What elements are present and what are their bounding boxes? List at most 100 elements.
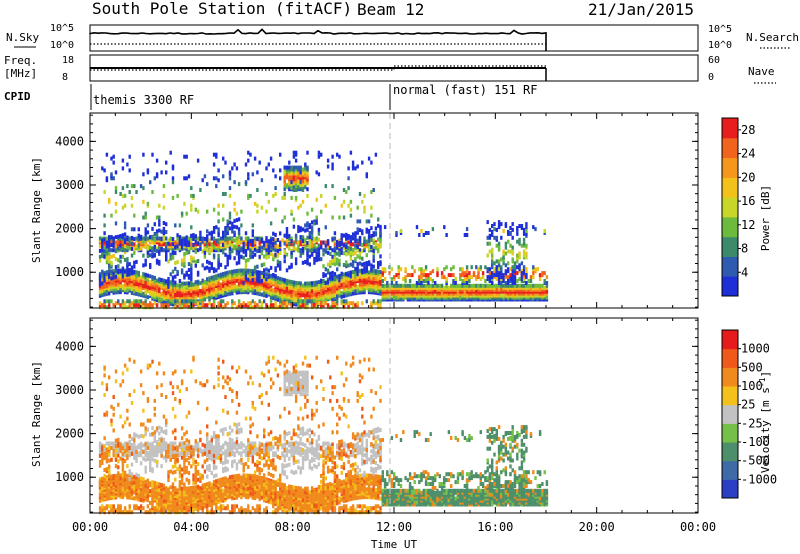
heatmap-cell — [338, 238, 341, 243]
heatmap-cell — [121, 443, 125, 448]
heatmap-cell — [317, 150, 321, 155]
heatmap-cell — [123, 238, 127, 243]
heatmap-cell — [231, 249, 234, 254]
heatmap-cell — [258, 160, 261, 165]
heatmap-cell — [114, 268, 118, 273]
heatmap-cell — [217, 242, 220, 247]
heatmap-cell — [304, 303, 307, 308]
heatmap-cell — [317, 247, 321, 252]
heatmap-cell — [192, 299, 195, 304]
heatmap-cell — [283, 187, 286, 192]
heatmap-cell — [196, 259, 200, 263]
heatmap-cell — [215, 242, 218, 247]
heatmap-cell — [210, 246, 213, 251]
heatmap-cell — [465, 233, 469, 237]
heatmap-cell — [158, 218, 161, 223]
heatmap-cell — [306, 299, 309, 304]
heatmap-cell — [215, 176, 218, 181]
heatmap-cell — [146, 510, 150, 515]
heatmap-cell — [329, 305, 332, 310]
heatmap-cell — [338, 289, 341, 294]
heatmap-cell — [153, 445, 156, 450]
heatmap-cell — [411, 273, 414, 278]
heatmap-cell — [149, 274, 152, 279]
heatmap-cell — [176, 270, 179, 274]
heatmap-cell — [509, 277, 512, 281]
heatmap-cell — [395, 273, 398, 278]
heatmap-cell — [507, 261, 510, 266]
heatmap-cell — [126, 242, 129, 247]
heatmap-cell — [103, 254, 106, 259]
heatmap-cell — [146, 236, 150, 241]
heatmap-cell — [101, 273, 104, 278]
heatmap-cell — [194, 299, 197, 304]
heatmap-cell — [297, 225, 300, 230]
heatmap-cell — [306, 248, 309, 253]
heatmap-cell — [121, 158, 125, 163]
heatmap-cell — [219, 294, 223, 299]
heatmap-cell — [98, 258, 102, 263]
heatmap-cell — [244, 249, 248, 253]
heatmap-cell — [231, 299, 234, 304]
heatmap-cell — [518, 241, 521, 246]
heatmap-cell — [331, 162, 334, 167]
heatmap-cell — [336, 267, 339, 272]
heatmap-cell — [112, 441, 115, 446]
heatmap-cell — [169, 272, 172, 277]
heatmap-cell — [315, 280, 318, 285]
heatmap-cell — [105, 410, 109, 415]
heatmap-cell — [158, 259, 161, 264]
heatmap-cell — [306, 221, 309, 226]
heatmap-cell — [356, 245, 359, 249]
heatmap-cell — [452, 273, 455, 278]
heatmap-cell — [320, 301, 323, 306]
heatmap-cell — [317, 301, 321, 306]
heatmap-cell — [251, 305, 254, 310]
heatmap-cell — [139, 476, 143, 481]
heatmap-cell — [283, 259, 286, 264]
heatmap-cell — [162, 193, 166, 198]
heatmap-cell — [518, 263, 521, 268]
heatmap-cell — [504, 241, 508, 246]
heatmap-cell — [431, 227, 435, 232]
heatmap-cell — [374, 152, 378, 157]
heatmap-cell — [126, 454, 129, 459]
heatmap-cell — [196, 158, 200, 163]
heatmap-cell — [149, 238, 152, 243]
heatmap-cell — [294, 247, 298, 252]
colorbar-segment — [722, 276, 738, 297]
heatmap-cell — [440, 275, 444, 280]
heatmap-cell — [235, 166, 239, 171]
heatmap-cell — [144, 237, 147, 242]
heatmap-cell — [183, 242, 186, 247]
heatmap-cell — [165, 249, 168, 254]
heatmap-cell — [153, 484, 156, 489]
heatmap-cell — [103, 447, 106, 452]
heatmap-cell — [543, 285, 546, 290]
heatmap-cell — [240, 236, 243, 241]
heatmap-cell — [155, 248, 159, 253]
heatmap-cell — [133, 184, 136, 189]
heatmap-cell — [149, 245, 152, 250]
heatmap-cell — [212, 162, 216, 167]
heatmap-cell — [315, 301, 318, 306]
heatmap-cell — [149, 462, 152, 467]
heatmap-cell — [274, 281, 277, 286]
heatmap-cell — [137, 303, 140, 308]
heatmap-cell — [217, 231, 220, 236]
heatmap-cell — [279, 243, 282, 247]
heatmap-cell — [105, 250, 109, 255]
heatmap-cell — [119, 240, 122, 245]
heatmap-cell — [144, 432, 147, 437]
heatmap-cell — [465, 281, 469, 285]
heatmap-cell — [165, 160, 168, 165]
heatmap-cell — [199, 242, 202, 247]
heatmap-cell — [484, 283, 487, 288]
heatmap-cell — [108, 474, 111, 479]
heatmap-cell — [219, 248, 223, 253]
heatmap-cell — [114, 441, 118, 446]
heatmap-cell — [155, 236, 159, 241]
heatmap-cell — [108, 441, 111, 446]
heatmap-cell — [365, 219, 368, 224]
heatmap-cell — [345, 252, 348, 257]
